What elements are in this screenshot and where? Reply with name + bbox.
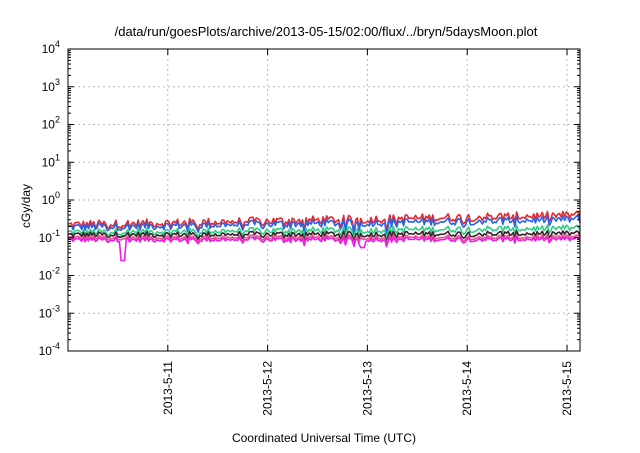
series-line	[67, 233, 581, 246]
series-line	[67, 236, 581, 262]
series-line	[67, 210, 581, 233]
x-tick-label: 2013-5-12	[261, 361, 275, 416]
series-group	[67, 210, 581, 262]
y-tick-label: 100	[42, 190, 60, 207]
y-tick-label: 103	[42, 77, 60, 94]
y-tick-label: 10-3	[39, 303, 60, 320]
y-axis: 10-4 10-3 10-2 10-1 100 101 102 103 104	[39, 39, 580, 358]
y-tick-label: 102	[42, 115, 60, 132]
chart-title: /data/run/goesPlots/archive/2013-05-15/0…	[115, 24, 538, 39]
x-axis: 2013-5-11 2013-5-12 2013-5-13 2013-5-14 2013…	[161, 49, 574, 416]
y-tick-label: 10-1	[39, 228, 60, 245]
grid-lines	[68, 49, 580, 351]
x-tick-label: 2013-5-14	[460, 361, 474, 416]
x-tick-label: 2013-5-13	[360, 361, 374, 416]
y-axis-label: cGy/day	[19, 184, 33, 228]
y-tick-label: 10-2	[39, 266, 60, 283]
x-tick-label: 2013-5-11	[161, 361, 175, 415]
series-line	[67, 224, 581, 241]
y-tick-label: 10-4	[39, 341, 60, 358]
x-axis-label: Coordinated Universal Time (UTC)	[232, 431, 416, 445]
series-line	[67, 215, 581, 236]
y-tick-label: 101	[42, 152, 60, 169]
x-tick-label: 2013-5-15	[560, 361, 574, 416]
series-line	[67, 230, 581, 244]
y-tick-label: 104	[42, 39, 60, 56]
